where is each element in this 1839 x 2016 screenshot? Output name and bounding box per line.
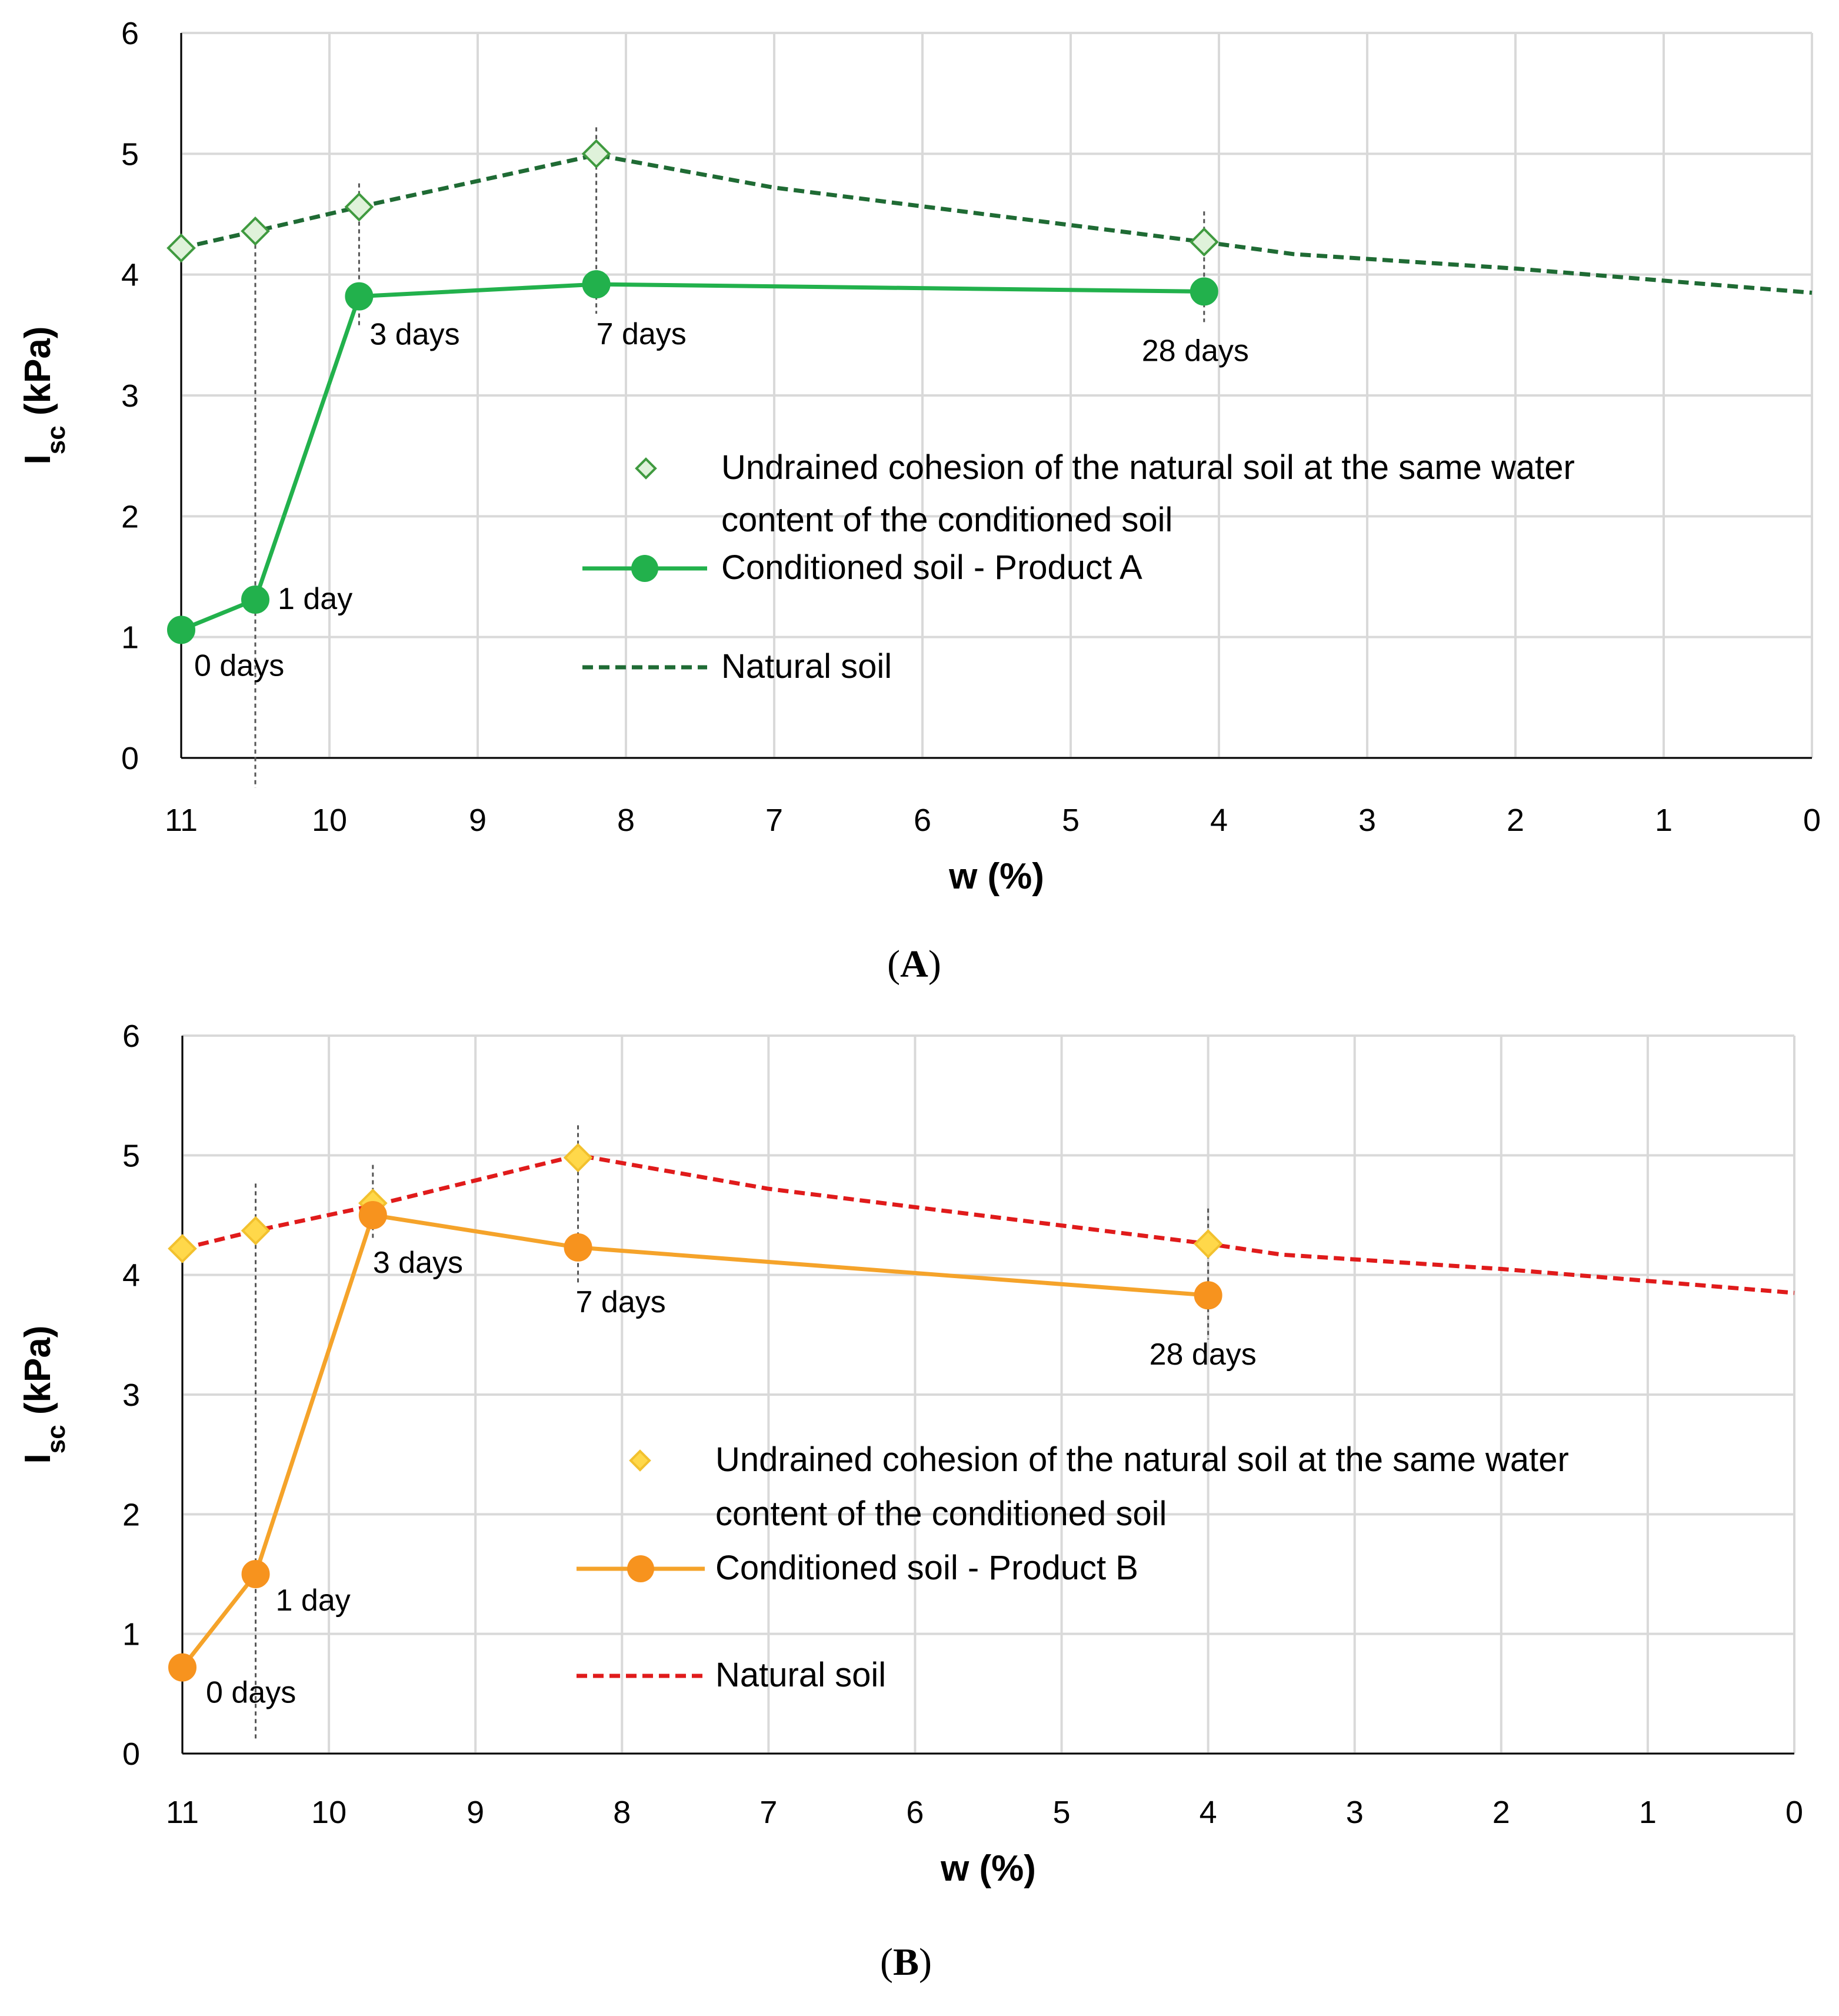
cohesion-diamond-point — [563, 1143, 593, 1173]
x-tick-label: 3 — [1358, 803, 1376, 838]
x-tick-label: 5 — [1053, 1795, 1071, 1830]
y-tick-label: 3 — [122, 1378, 140, 1413]
curing-time-label: 3 days — [369, 318, 459, 352]
panel-caption: (B) — [880, 1941, 932, 1984]
x-tick-label: 9 — [467, 1795, 484, 1830]
curing-time-label: 1 day — [278, 582, 352, 616]
legend-conditioned-label: Conditioned soil - Product A — [721, 548, 1142, 587]
legend-cohesion-marker — [635, 457, 657, 480]
series-natural-soil-line — [181, 152, 1813, 295]
x-tick-label: 1 — [1639, 1795, 1657, 1830]
y-tick-label: 1 — [121, 620, 139, 656]
x-tick-label: 11 — [165, 803, 198, 838]
x-tick-label: 11 — [166, 1795, 199, 1830]
y-tick-label: 3 — [121, 378, 139, 414]
cohesion-diamond-point — [241, 216, 270, 246]
series-natural-soil-line — [182, 1153, 1795, 1295]
conditioned-soil-point — [168, 1653, 196, 1682]
curing-time-label: 28 days — [1150, 1338, 1257, 1372]
conditioned-soil-point — [241, 1560, 270, 1588]
y-tick-label: 6 — [122, 1019, 140, 1054]
y-tick-label: 4 — [121, 258, 139, 293]
x-tick-label: 2 — [1492, 1795, 1510, 1830]
y-axis-title: Isc (kPa) — [18, 326, 71, 464]
legend-cohesion-label-cont: content of the conditioned soil — [721, 501, 1172, 539]
x-tick-label: 9 — [469, 803, 487, 838]
conditioned-soil-point — [1194, 1281, 1222, 1310]
panel-caption: (A) — [887, 943, 941, 986]
conditioned-soil-point — [345, 282, 374, 311]
y-axis-title: Isc (kPa) — [18, 1325, 71, 1463]
y-tick-label: 0 — [122, 1736, 140, 1772]
cohesion-diamond-point — [344, 192, 374, 222]
conditioned-soil-point — [358, 1201, 387, 1229]
curing-time-label: 3 days — [373, 1246, 463, 1280]
legend-natural-label: Natural soil — [715, 1656, 886, 1694]
x-tick-label: 8 — [617, 803, 635, 838]
x-tick-label: 0 — [1803, 803, 1821, 838]
legend-conditioned-marker — [631, 555, 658, 582]
cohesion-diamond-point — [241, 1216, 271, 1246]
legend-conditioned-label: Conditioned soil - Product B — [715, 1549, 1138, 1587]
conditioned-soil-point — [564, 1233, 592, 1262]
x-tick-label: 10 — [311, 1795, 347, 1830]
legend: Undrained cohesion of the natural soil a… — [582, 448, 1575, 686]
conditioned-soil-point — [582, 270, 611, 299]
cohesion-diamond-point — [1189, 227, 1219, 257]
y-tick-label: 5 — [122, 1138, 140, 1173]
cohesion-diamond-point — [1193, 1229, 1223, 1259]
legend-cohesion-marker — [629, 1449, 651, 1472]
x-tick-label: 8 — [613, 1795, 631, 1830]
gridlines — [180, 32, 1813, 759]
x-tick-label: 2 — [1507, 803, 1524, 838]
x-tick-label: 5 — [1062, 803, 1080, 838]
cohesion-diamond-point — [166, 233, 196, 263]
conditioned-soil-point — [1190, 277, 1218, 306]
legend-cohesion-label: Undrained cohesion of the natural soil a… — [715, 1441, 1569, 1479]
curing-time-label: 28 days — [1142, 334, 1249, 368]
x-tick-label: 10 — [312, 803, 347, 838]
conditioned-soil-point — [167, 616, 195, 644]
y-tick-label: 2 — [121, 499, 139, 534]
x-tick-label: 7 — [765, 803, 783, 838]
x-axis-title: w (%) — [948, 856, 1044, 897]
cohesion-diamond-point — [581, 139, 611, 169]
legend-natural-label: Natural soil — [721, 647, 892, 686]
gridlines — [181, 1034, 1795, 1755]
x-tick-label: 4 — [1210, 803, 1228, 838]
x-tick-label: 0 — [1785, 1795, 1803, 1830]
y-tick-label: 2 — [122, 1497, 140, 1532]
legend-cohesion-label: Undrained cohesion of the natural soil a… — [721, 448, 1575, 487]
y-tick-label: 4 — [122, 1258, 140, 1293]
curing-time-label: 1 day — [276, 1583, 351, 1618]
curing-time-label: 7 days — [576, 1285, 666, 1319]
x-tick-label: 6 — [906, 1795, 924, 1830]
conditioned-soil-point — [241, 585, 269, 614]
curing-time-label: 0 days — [206, 1676, 296, 1710]
y-tick-label: 1 — [122, 1617, 140, 1652]
x-tick-label: 6 — [914, 803, 931, 838]
curing-time-label: 7 days — [597, 317, 687, 351]
legend-cohesion-label-cont: content of the conditioned soil — [715, 1495, 1167, 1533]
legend: Undrained cohesion of the natural soil a… — [577, 1441, 1569, 1694]
x-tick-label: 1 — [1655, 803, 1673, 838]
cohesion-diamond-point — [168, 1234, 197, 1263]
y-tick-label: 6 — [121, 16, 139, 51]
y-tick-label: 0 — [121, 741, 139, 776]
x-tick-label: 4 — [1200, 1795, 1217, 1830]
legend-conditioned-marker — [627, 1555, 654, 1582]
x-tick-label: 3 — [1346, 1795, 1364, 1830]
curing-time-label: 0 days — [194, 648, 284, 683]
x-axis-title: w (%) — [940, 1848, 1036, 1889]
y-tick-label: 5 — [121, 137, 139, 172]
x-tick-label: 7 — [759, 1795, 777, 1830]
